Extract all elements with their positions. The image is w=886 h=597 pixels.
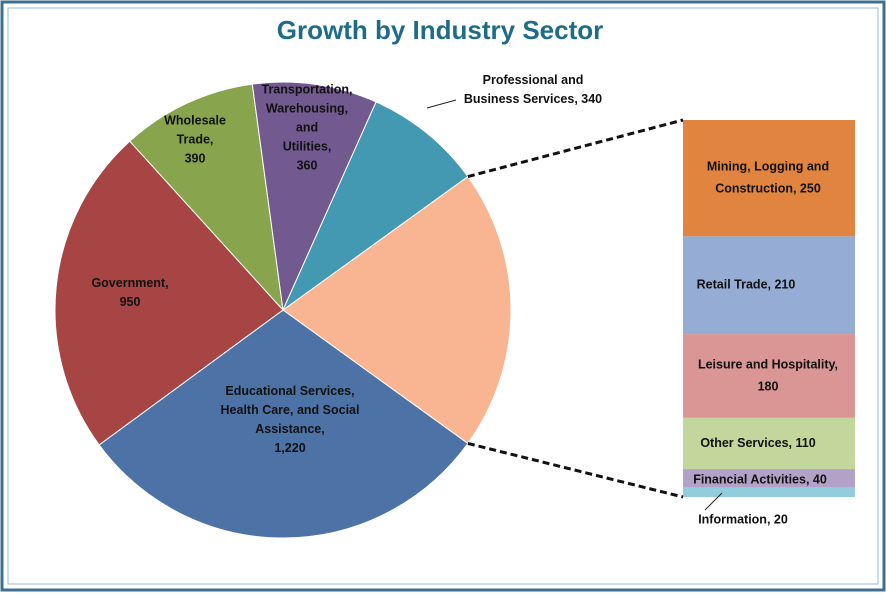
pie-label: Educational Services, [225, 384, 354, 398]
inner-frame [7, 7, 879, 585]
pie-label: Government, [91, 276, 168, 290]
pie-label: 950 [120, 295, 141, 309]
pie-label: 390 [185, 151, 206, 165]
pie-slice [251, 81, 377, 312]
connector [467, 118, 684, 179]
pie-label: Health Care, and Social [221, 403, 360, 417]
pie-slice [54, 140, 284, 446]
bar-segment [683, 334, 855, 418]
pie-label: 360 [297, 158, 318, 172]
bar-label: Mining, Logging and [707, 159, 829, 173]
chart-title: Growth by Industry Sector [277, 15, 604, 45]
pie-label: Wholesale [164, 113, 226, 127]
bar-segment [683, 487, 855, 497]
bar-label: Financial Activities, 40 [693, 472, 827, 486]
pie-label: Trade, [177, 132, 214, 146]
pie-label: Assistance, [255, 422, 324, 436]
bar-segment [683, 469, 855, 488]
bar-label: Leisure and Hospitality, [698, 357, 838, 371]
connector [467, 441, 684, 499]
leader-line [426, 99, 457, 109]
pie-slice [98, 309, 469, 539]
pie-label: Utilities, [283, 139, 332, 153]
leader-line [704, 492, 723, 511]
pie-label: Warehousing, [266, 101, 348, 115]
bar-label: Information, 20 [698, 512, 788, 526]
bar-label: Retail Trade, 210 [697, 278, 796, 292]
pie-slice [129, 83, 284, 312]
bar-label: Construction, 250 [715, 181, 821, 195]
pie-label: 1,220 [274, 441, 305, 455]
bar-segment [683, 120, 855, 237]
pie-label: and [296, 120, 318, 134]
bar-segment [683, 417, 855, 470]
pie-slice [282, 175, 512, 445]
bar-label: Other Services, 110 [700, 436, 815, 450]
bar-segment [683, 236, 855, 335]
pie-slice [281, 101, 469, 312]
pie-label: Professional and [483, 73, 584, 87]
pie-label: Transportation, [262, 82, 353, 96]
pie-label: Business Services, 340 [464, 92, 602, 106]
bar-label: 180 [758, 379, 779, 393]
